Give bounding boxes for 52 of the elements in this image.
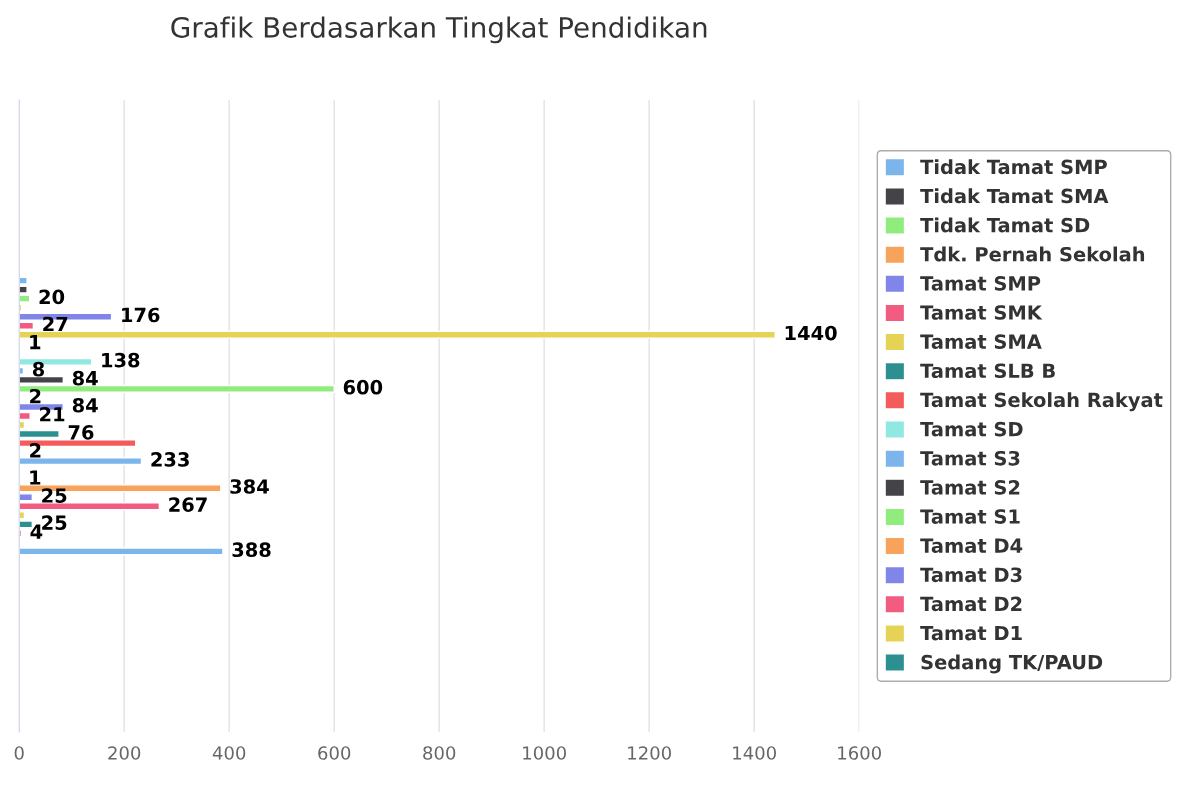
data-label: 84 xyxy=(72,370,98,386)
data-label: 1 xyxy=(30,470,41,485)
data-label: 1440 xyxy=(785,325,837,341)
legend-label: Tamat S1 xyxy=(920,509,1020,524)
x-tick-label: 600 xyxy=(318,746,351,760)
legend-label: Tamat S2 xyxy=(920,480,1020,495)
legend-label: Tamat D2 xyxy=(920,596,1022,612)
data-label: 84 xyxy=(72,397,98,413)
data-label: 21 xyxy=(40,406,65,422)
data-label: 1 xyxy=(30,334,41,350)
x-tick-label: 800 xyxy=(423,746,456,760)
data-label: 25 xyxy=(42,488,67,503)
chart-title: Grafik Berdasarkan Tingkat Pendidikan xyxy=(171,16,707,44)
legend-label: Tamat D4 xyxy=(920,538,1023,554)
legend-label: Tamat S3 xyxy=(920,450,1020,466)
data-label: 2 xyxy=(30,443,41,458)
x-tick-label: 1200 xyxy=(628,746,671,760)
data-label: 600 xyxy=(343,379,383,395)
data-label: 2 xyxy=(30,388,41,404)
data-label: 20 xyxy=(39,289,65,305)
x-tick-label: 1400 xyxy=(733,746,776,760)
legend-label: Tamat D3 xyxy=(920,567,1022,583)
data-label: 76 xyxy=(68,425,94,440)
data-label: 388 xyxy=(232,542,271,558)
data-label: 27 xyxy=(43,316,68,332)
data-label: 267 xyxy=(169,497,207,512)
x-tick-label: 200 xyxy=(108,746,141,760)
legend-label: Tamat SMK xyxy=(920,305,1043,320)
data-label: 4 xyxy=(30,524,43,539)
legend-label: Tamat Sekolah Rakyat xyxy=(920,392,1163,412)
legend-label: Tidak Tamat SMP xyxy=(920,159,1107,175)
data-label: 138 xyxy=(102,352,140,368)
bar xyxy=(19,457,143,466)
data-label: 384 xyxy=(230,479,269,494)
legend-label: Tamat D1 xyxy=(920,625,1022,641)
legend-label: Tdk. Pernah Sekolah xyxy=(920,246,1145,262)
legend-label: Tamat SLB B xyxy=(920,363,1055,379)
data-label: 176 xyxy=(122,307,160,323)
legend-label: Tamat SMA xyxy=(920,334,1042,349)
bar xyxy=(19,547,224,556)
x-tick-label: 0 xyxy=(14,746,24,760)
legend-label: Tamat SMP xyxy=(920,276,1041,291)
legend-label: Tidak Tamat SD xyxy=(920,217,1090,233)
x-tick-label: 1600 xyxy=(838,746,881,760)
data-label: 8 xyxy=(32,361,45,377)
legend-label: Tamat SD xyxy=(920,421,1023,437)
legend-label: Tidak Tamat SMA xyxy=(920,188,1109,204)
x-tick-label: 1000 xyxy=(523,746,566,760)
data-label: 233 xyxy=(151,452,189,467)
data-label: 25 xyxy=(42,515,67,530)
x-tick-label: 400 xyxy=(212,746,246,760)
legend-label: Sedang TK/PAUD xyxy=(921,654,1103,674)
